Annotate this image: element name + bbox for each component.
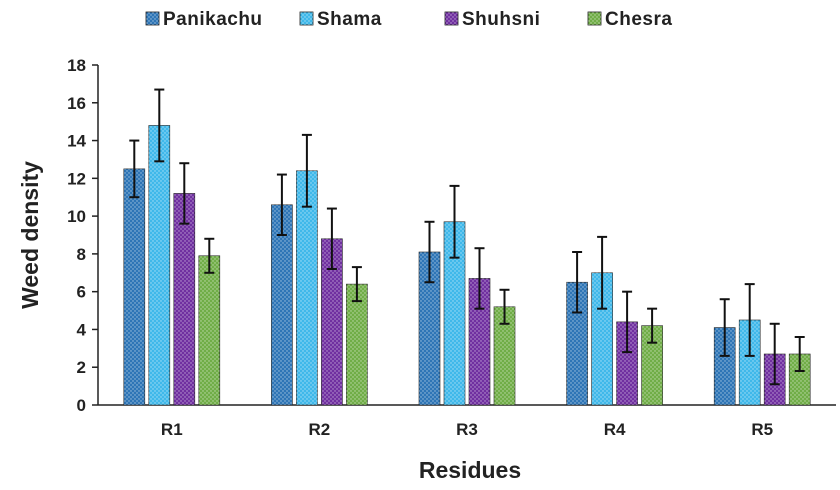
x-tick-label: R4 [604, 420, 626, 439]
bars [123, 88, 811, 406]
y-tick-label: 0 [77, 396, 86, 415]
y-tick-label: 10 [67, 207, 86, 226]
bar-texture [469, 278, 490, 405]
y-tick-label: 18 [67, 56, 86, 75]
bar-texture [789, 354, 811, 405]
bar-texture [591, 272, 613, 405]
bar-texture [321, 238, 343, 405]
y-tick-label: 2 [77, 358, 86, 377]
bar-texture [444, 221, 465, 405]
x-tick-label: R1 [161, 420, 183, 439]
bar-texture [271, 204, 293, 405]
legend-label: Shuhsni [462, 9, 540, 30]
bar-texture [148, 125, 170, 405]
bar-texture [566, 282, 588, 405]
bar-texture [494, 306, 515, 405]
legend-swatch-texture [300, 12, 313, 25]
bar-texture [123, 168, 145, 405]
bar-texture [346, 284, 368, 405]
bar-texture [714, 327, 736, 405]
y-tick-label: 12 [67, 169, 86, 188]
y-tick-label: 8 [77, 245, 86, 264]
bar-texture [173, 193, 195, 405]
legend-label: Chesra [605, 9, 672, 30]
legend: Panikachu Shama Shuhsni Chesra [145, 9, 672, 30]
x-tick-label: R5 [751, 420, 773, 439]
bar-texture [419, 252, 440, 405]
axes: 0 2 4 6 8 10 12 14 16 18 R1 R2 R3 R4 R5 [67, 56, 836, 439]
y-tick-label: 4 [77, 320, 87, 339]
legend-label: Shama [317, 9, 382, 30]
legend-swatch-texture [588, 12, 601, 25]
bar-texture [616, 321, 638, 405]
y-tick-label: 14 [67, 132, 86, 151]
x-tick-label: R2 [309, 420, 331, 439]
legend-swatch-texture [146, 12, 159, 25]
bar-texture [739, 320, 761, 405]
bar-texture [296, 170, 318, 405]
y-axis-title: Weed density [17, 161, 43, 309]
legend-label: Panikachu [163, 9, 263, 30]
bar-texture [641, 325, 663, 405]
legend-swatch-texture [445, 12, 458, 25]
y-tick-label: 16 [67, 94, 86, 113]
y-tick-label: 6 [77, 283, 86, 302]
bar-texture [198, 255, 220, 405]
x-tick-label: R3 [456, 420, 478, 439]
x-axis-title: Residues [419, 457, 521, 483]
